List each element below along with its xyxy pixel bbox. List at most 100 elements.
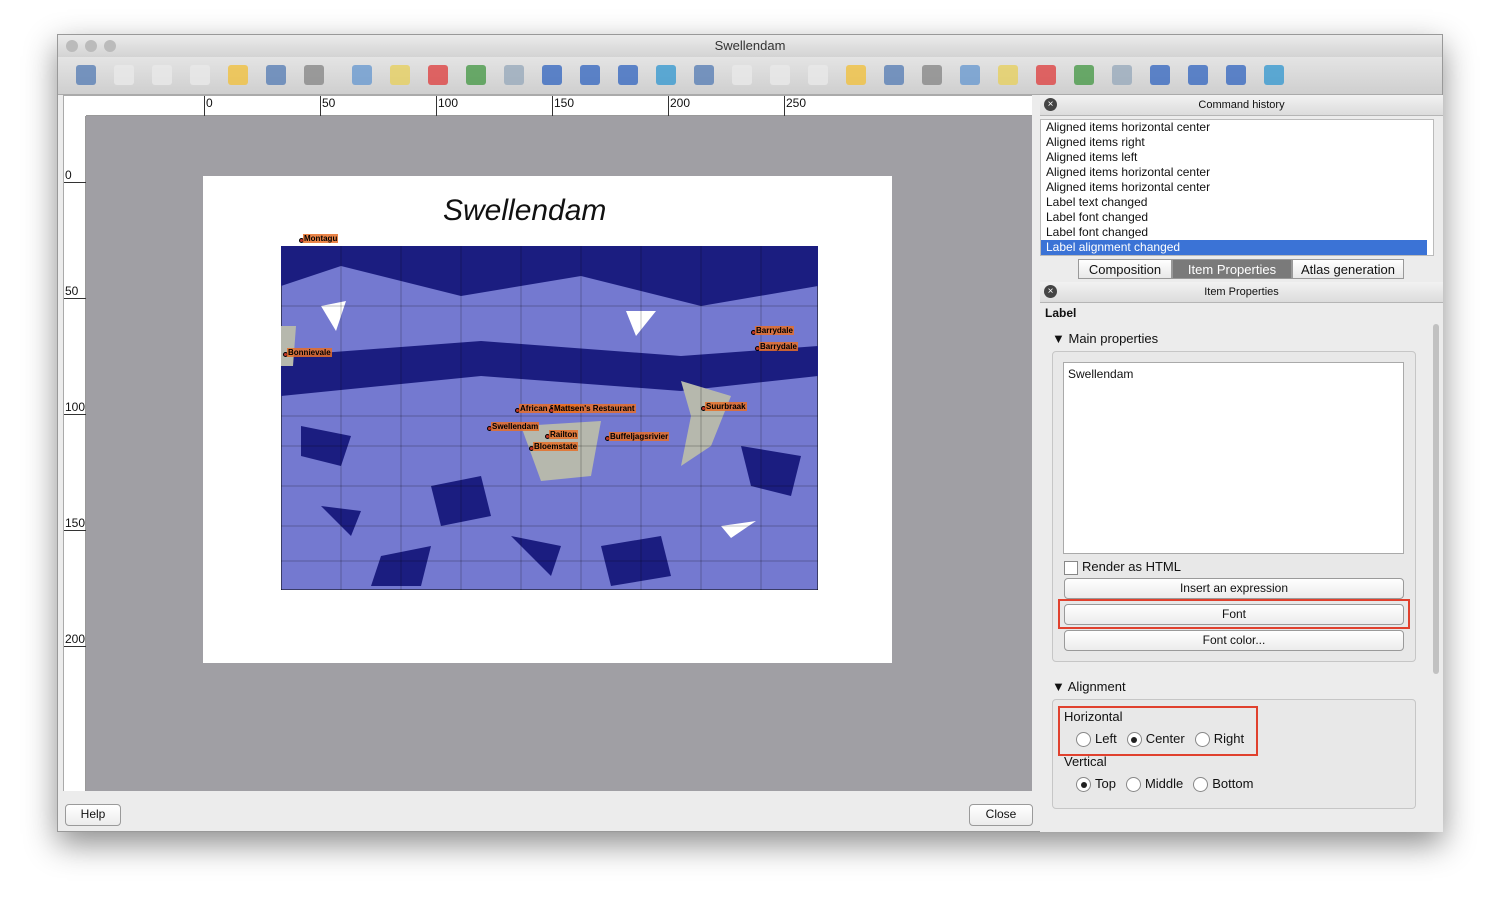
tool-icon[interactable] [846, 65, 866, 85]
history-header: × Command history [1040, 95, 1443, 116]
radio-button[interactable] [1125, 777, 1141, 793]
ruler-tick [320, 96, 321, 116]
tool-icon[interactable] [504, 65, 524, 85]
map-label: Buffeljagsrivier [609, 432, 670, 441]
font-button[interactable]: Font [1064, 604, 1404, 625]
help-button[interactable]: Help [65, 804, 121, 826]
ruler-tick [64, 298, 86, 299]
tool-icon[interactable] [618, 65, 638, 85]
font-color-button[interactable]: Font color... [1064, 630, 1404, 651]
history-item[interactable]: Aligned items horizontal center [1046, 180, 1211, 194]
history-item[interactable]: Aligned items left [1046, 150, 1138, 164]
radio-button[interactable] [1193, 777, 1209, 793]
window-title: Swellendam [714, 38, 786, 53]
tool-icon[interactable] [922, 65, 942, 85]
map[interactable] [281, 246, 818, 590]
zoom-dot[interactable] [104, 40, 116, 52]
radio-option[interactable]: Middle [1125, 776, 1183, 793]
canvas: Swellendam Montagu Bonnievale Barrydale Bar… [86, 116, 1032, 791]
map-label: Barrydale [759, 342, 798, 351]
tool-icon[interactable] [428, 65, 448, 85]
tool-icon[interactable] [304, 65, 324, 85]
tab[interactable]: Atlas generation [1292, 259, 1404, 279]
tool-icon[interactable] [390, 65, 410, 85]
radio-button[interactable] [1194, 732, 1210, 748]
tool-icon[interactable] [114, 65, 134, 85]
close-icon[interactable]: × [1044, 98, 1057, 111]
history-item[interactable]: Aligned items horizontal center [1046, 165, 1211, 179]
tool-icon[interactable] [732, 65, 752, 85]
insert-expression-button[interactable]: Insert an expression [1064, 578, 1404, 599]
text-editor[interactable]: Swellendam [1063, 362, 1404, 554]
ruler-tick [64, 646, 86, 647]
tool-icon[interactable] [1074, 65, 1094, 85]
tool-icon[interactable] [808, 65, 828, 85]
render-html-label: Render as HTML [1082, 559, 1181, 574]
highlight [1058, 706, 1258, 756]
tool-icon[interactable] [228, 65, 248, 85]
history-item[interactable]: Label font changed [1046, 210, 1149, 224]
render-html[interactable]: Render as HTML [1064, 559, 1181, 575]
tool-icon[interactable] [1112, 65, 1132, 85]
ruler-label: 150 [554, 96, 575, 110]
radio-label: Top [1095, 776, 1116, 791]
tool-icon[interactable] [656, 65, 676, 85]
tab[interactable]: Item Properties [1172, 259, 1292, 279]
close-icon[interactable]: × [1044, 285, 1057, 298]
radio-button[interactable] [1126, 732, 1142, 748]
alignment-section[interactable]: ▼ Alignment [1052, 679, 1126, 694]
radio-button[interactable] [1076, 732, 1091, 748]
horizontal-label: Horizontal [1064, 709, 1123, 724]
tool-icon[interactable] [152, 65, 172, 85]
ruler-label: 150 [65, 516, 86, 530]
min-dot[interactable] [85, 40, 97, 52]
ruler-left: 0 50 100 150 200 [64, 116, 86, 791]
map-label: Mattsen's Restaurant [553, 404, 636, 413]
tool-icon[interactable] [770, 65, 790, 85]
tool-icon[interactable] [998, 65, 1018, 85]
tool-icon[interactable] [1226, 65, 1246, 85]
alignment-title: Alignment [1067, 679, 1126, 694]
tool-icon[interactable] [580, 65, 600, 85]
tool-icon[interactable] [694, 65, 714, 85]
map-label: Bonnievale [287, 348, 332, 357]
radio-button[interactable] [1076, 777, 1091, 793]
map-label: Railton [549, 430, 579, 439]
map-title[interactable]: Swellendam [443, 194, 607, 227]
window: Swellendam 0 50 100 150 200 250 0 50 100 150 200 … [57, 34, 1443, 832]
ruler-tick [668, 96, 669, 116]
side-panel: × Command history Aligned items horizonta… [1040, 95, 1443, 832]
tool-icon[interactable] [466, 65, 486, 85]
tool-icon[interactable] [884, 65, 904, 85]
tool-icon[interactable] [1264, 65, 1284, 85]
radio-option[interactable]: Top [1076, 776, 1116, 793]
ruler-label: 250 [786, 96, 807, 110]
ruler-label: 50 [65, 284, 79, 298]
radio-option[interactable]: Right [1194, 731, 1244, 748]
history-item[interactable]: Label alignment changed [1041, 240, 1427, 255]
close-button[interactable]: Close [969, 804, 1033, 826]
history-item[interactable]: Label font changed [1046, 225, 1149, 239]
tool-icon[interactable] [542, 65, 562, 85]
history-item[interactable]: Label text changed [1046, 195, 1148, 209]
tool-icon[interactable] [960, 65, 980, 85]
radio-option[interactable]: Center [1126, 731, 1185, 748]
tool-icon[interactable] [1188, 65, 1208, 85]
ruler-tick [204, 96, 205, 116]
history-item[interactable]: Aligned items horizontal center [1046, 120, 1211, 134]
tool-icon[interactable] [190, 65, 210, 85]
tool-icon[interactable] [266, 65, 286, 85]
main-section[interactable]: ▼ Main properties [1052, 331, 1159, 346]
tool-icon[interactable] [76, 65, 96, 85]
tool-icon[interactable] [1150, 65, 1170, 85]
tab[interactable]: Composition [1078, 259, 1172, 279]
scrollbar[interactable] [1433, 324, 1439, 674]
map-label: Barrydale [755, 326, 794, 335]
history-title: Command history [1198, 99, 1285, 111]
tool-icon[interactable] [1036, 65, 1056, 85]
close-dot[interactable] [66, 40, 78, 52]
radio-option[interactable]: Left [1076, 731, 1117, 748]
tool-icon[interactable] [352, 65, 372, 85]
radio-option[interactable]: Bottom [1193, 776, 1253, 793]
history-item[interactable]: Aligned items right [1046, 135, 1145, 149]
